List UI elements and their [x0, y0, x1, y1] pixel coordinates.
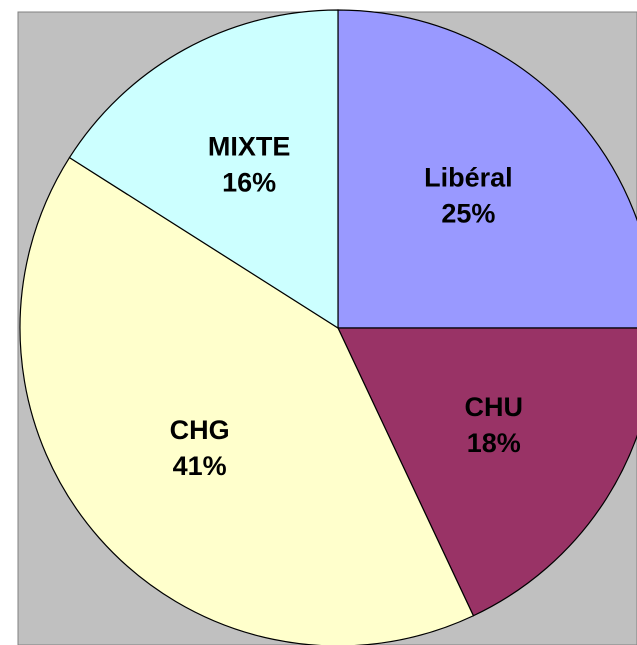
- pie-slice: [337, 327, 637, 617]
- slice-label: Libéral: [424, 163, 513, 193]
- slice-label: MIXTE: [208, 131, 291, 161]
- labels: Libéral 25% CHU 18% CHG 41% MIXTE 16%: [170, 131, 523, 481]
- value-label: 16%: [222, 167, 276, 197]
- value-label: 18%: [467, 428, 521, 458]
- pie-slice: [68, 9, 339, 330]
- pie-slice: [337, 9, 637, 329]
- value-label: 25%: [441, 199, 495, 229]
- slice-label: CHU: [464, 392, 523, 422]
- pie-slice: [19, 156, 475, 645]
- value-label: 41%: [173, 451, 227, 481]
- slice-label: CHG: [170, 415, 230, 445]
- slices: [19, 9, 637, 645]
